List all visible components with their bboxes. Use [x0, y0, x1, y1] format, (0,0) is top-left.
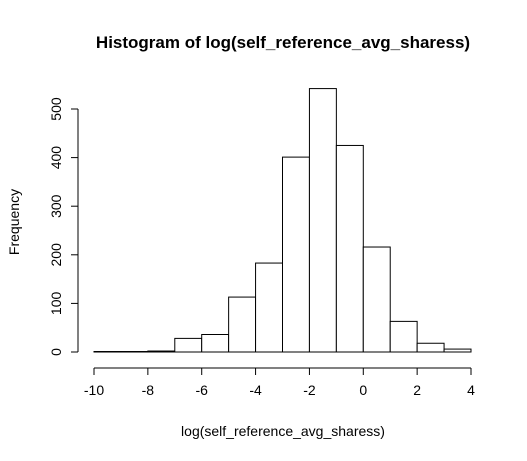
x-axis-label: log(self_reference_avg_sharess) — [181, 423, 385, 439]
x-tick-label: -8 — [142, 382, 155, 398]
histogram-bar-11 — [389, 320, 418, 353]
x-axis: -10 -8 -6 -4 -2 0 2 4 — [84, 367, 475, 398]
y-tick-label: 500 — [48, 97, 64, 121]
histogram-bar-1 — [120, 351, 149, 353]
histogram-bar-3 — [174, 337, 203, 353]
histogram-bar-12 — [416, 342, 445, 353]
y-tick-label: 0 — [48, 348, 64, 356]
histogram-bars — [93, 88, 472, 353]
y-tick-label: 400 — [48, 146, 64, 170]
y-tick-label: 300 — [48, 194, 64, 218]
histogram-bar-10 — [362, 246, 391, 353]
x-tick-label: 0 — [359, 382, 367, 398]
histogram-bar-0 — [93, 351, 122, 353]
chart-title: Histogram of log(self_reference_avg_shar… — [96, 33, 470, 52]
histogram-bar-13 — [443, 348, 472, 353]
histogram-bar-2 — [147, 350, 176, 353]
x-tick-label: -6 — [195, 382, 208, 398]
x-tick-label: -2 — [303, 382, 316, 398]
x-tick-label: -4 — [249, 382, 262, 398]
histogram-bar-9 — [335, 144, 364, 353]
histogram-bar-6 — [255, 262, 284, 353]
y-axis-label: Frequency — [6, 189, 22, 255]
x-tick-label: -10 — [84, 382, 104, 398]
histogram-bar-8 — [308, 88, 337, 353]
x-tick-label: 2 — [413, 382, 421, 398]
y-axis: 0 100 200 300 400 500 — [48, 97, 79, 356]
histogram-bar-5 — [228, 296, 257, 353]
histogram-bar-7 — [282, 156, 310, 353]
x-tick-label: 4 — [467, 382, 475, 398]
histogram-bar-4 — [201, 334, 230, 353]
y-tick-label: 100 — [48, 292, 64, 316]
y-tick-label: 200 — [48, 243, 64, 267]
